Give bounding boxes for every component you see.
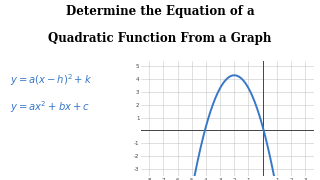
Text: $y = a(x - h)^2 + k$: $y = a(x - h)^2 + k$ — [10, 72, 92, 88]
Text: $y = ax^2 + bx + c$: $y = ax^2 + bx + c$ — [10, 99, 90, 115]
Text: Determine the Equation of a: Determine the Equation of a — [66, 5, 254, 18]
Text: Quadratic Function From a Graph: Quadratic Function From a Graph — [48, 32, 272, 45]
